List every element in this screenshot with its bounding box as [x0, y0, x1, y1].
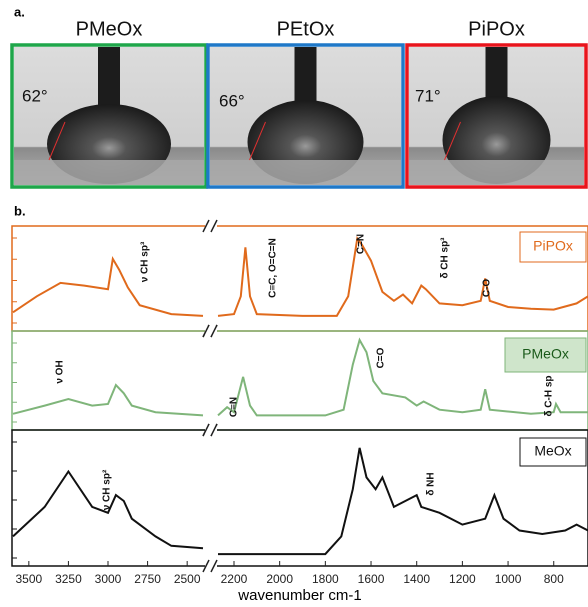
x-tick-label: 800: [544, 572, 564, 586]
figure: a. b. PMeOx 62° PEtOx 66° PiPOx 71° PiPOx PMeO…: [0, 0, 588, 607]
surface: [409, 160, 584, 185]
x-tick-label: 2750: [134, 572, 161, 586]
contact-angle: 66°: [219, 91, 245, 110]
annotation: ν CH sp²: [102, 469, 113, 510]
x-tick-label: 1000: [495, 572, 522, 586]
annotation: C=N: [356, 234, 367, 254]
annotation: C≡C, O=C=N: [268, 238, 279, 298]
legend-label: PMeOx: [522, 346, 569, 362]
panel-frame: [12, 430, 588, 566]
annotation: ν OH: [55, 360, 66, 383]
annotation: C=O: [376, 347, 387, 368]
x-axis-title: wavenumber cm-1: [237, 587, 361, 604]
panel-label: a.: [14, 4, 25, 19]
x-tick-label: 2200: [221, 572, 248, 586]
photo-title: PiPOx: [468, 18, 525, 40]
photo-title: PMeOx: [76, 18, 143, 40]
needle: [295, 47, 317, 107]
spectrum-line: [13, 448, 588, 554]
x-tick-label: 3000: [95, 572, 122, 586]
photo-title: PEtOx: [277, 18, 335, 40]
panel-label: b.: [14, 203, 26, 218]
annotation: C-O: [482, 279, 493, 298]
annotation: δ C-H sp: [544, 375, 555, 416]
spectrum-line: [13, 238, 588, 316]
annotation: δ NH: [426, 472, 437, 495]
x-tick-label: 3250: [55, 572, 82, 586]
legend-label: MeOx: [534, 443, 571, 459]
legend-label: PiPOx: [533, 238, 573, 254]
needle: [98, 47, 120, 107]
contact-angle: 62°: [22, 86, 48, 105]
x-tick-label: 2000: [266, 572, 293, 586]
x-tick-label: 3500: [15, 572, 42, 586]
spectrum-line: [13, 340, 588, 415]
surface: [14, 160, 204, 185]
x-tick-label: 1200: [449, 572, 476, 586]
x-tick-label: 1800: [312, 572, 339, 586]
surface: [210, 160, 401, 185]
annotation: C≡N: [229, 397, 240, 417]
x-tick-label: 1600: [358, 572, 385, 586]
contact-angle: 71°: [415, 86, 441, 105]
annotation: ν CH sp³: [140, 241, 151, 282]
x-tick-label: 2500: [174, 572, 201, 586]
annotation: δ CH sp³: [440, 237, 451, 279]
x-tick-label: 1400: [403, 572, 430, 586]
